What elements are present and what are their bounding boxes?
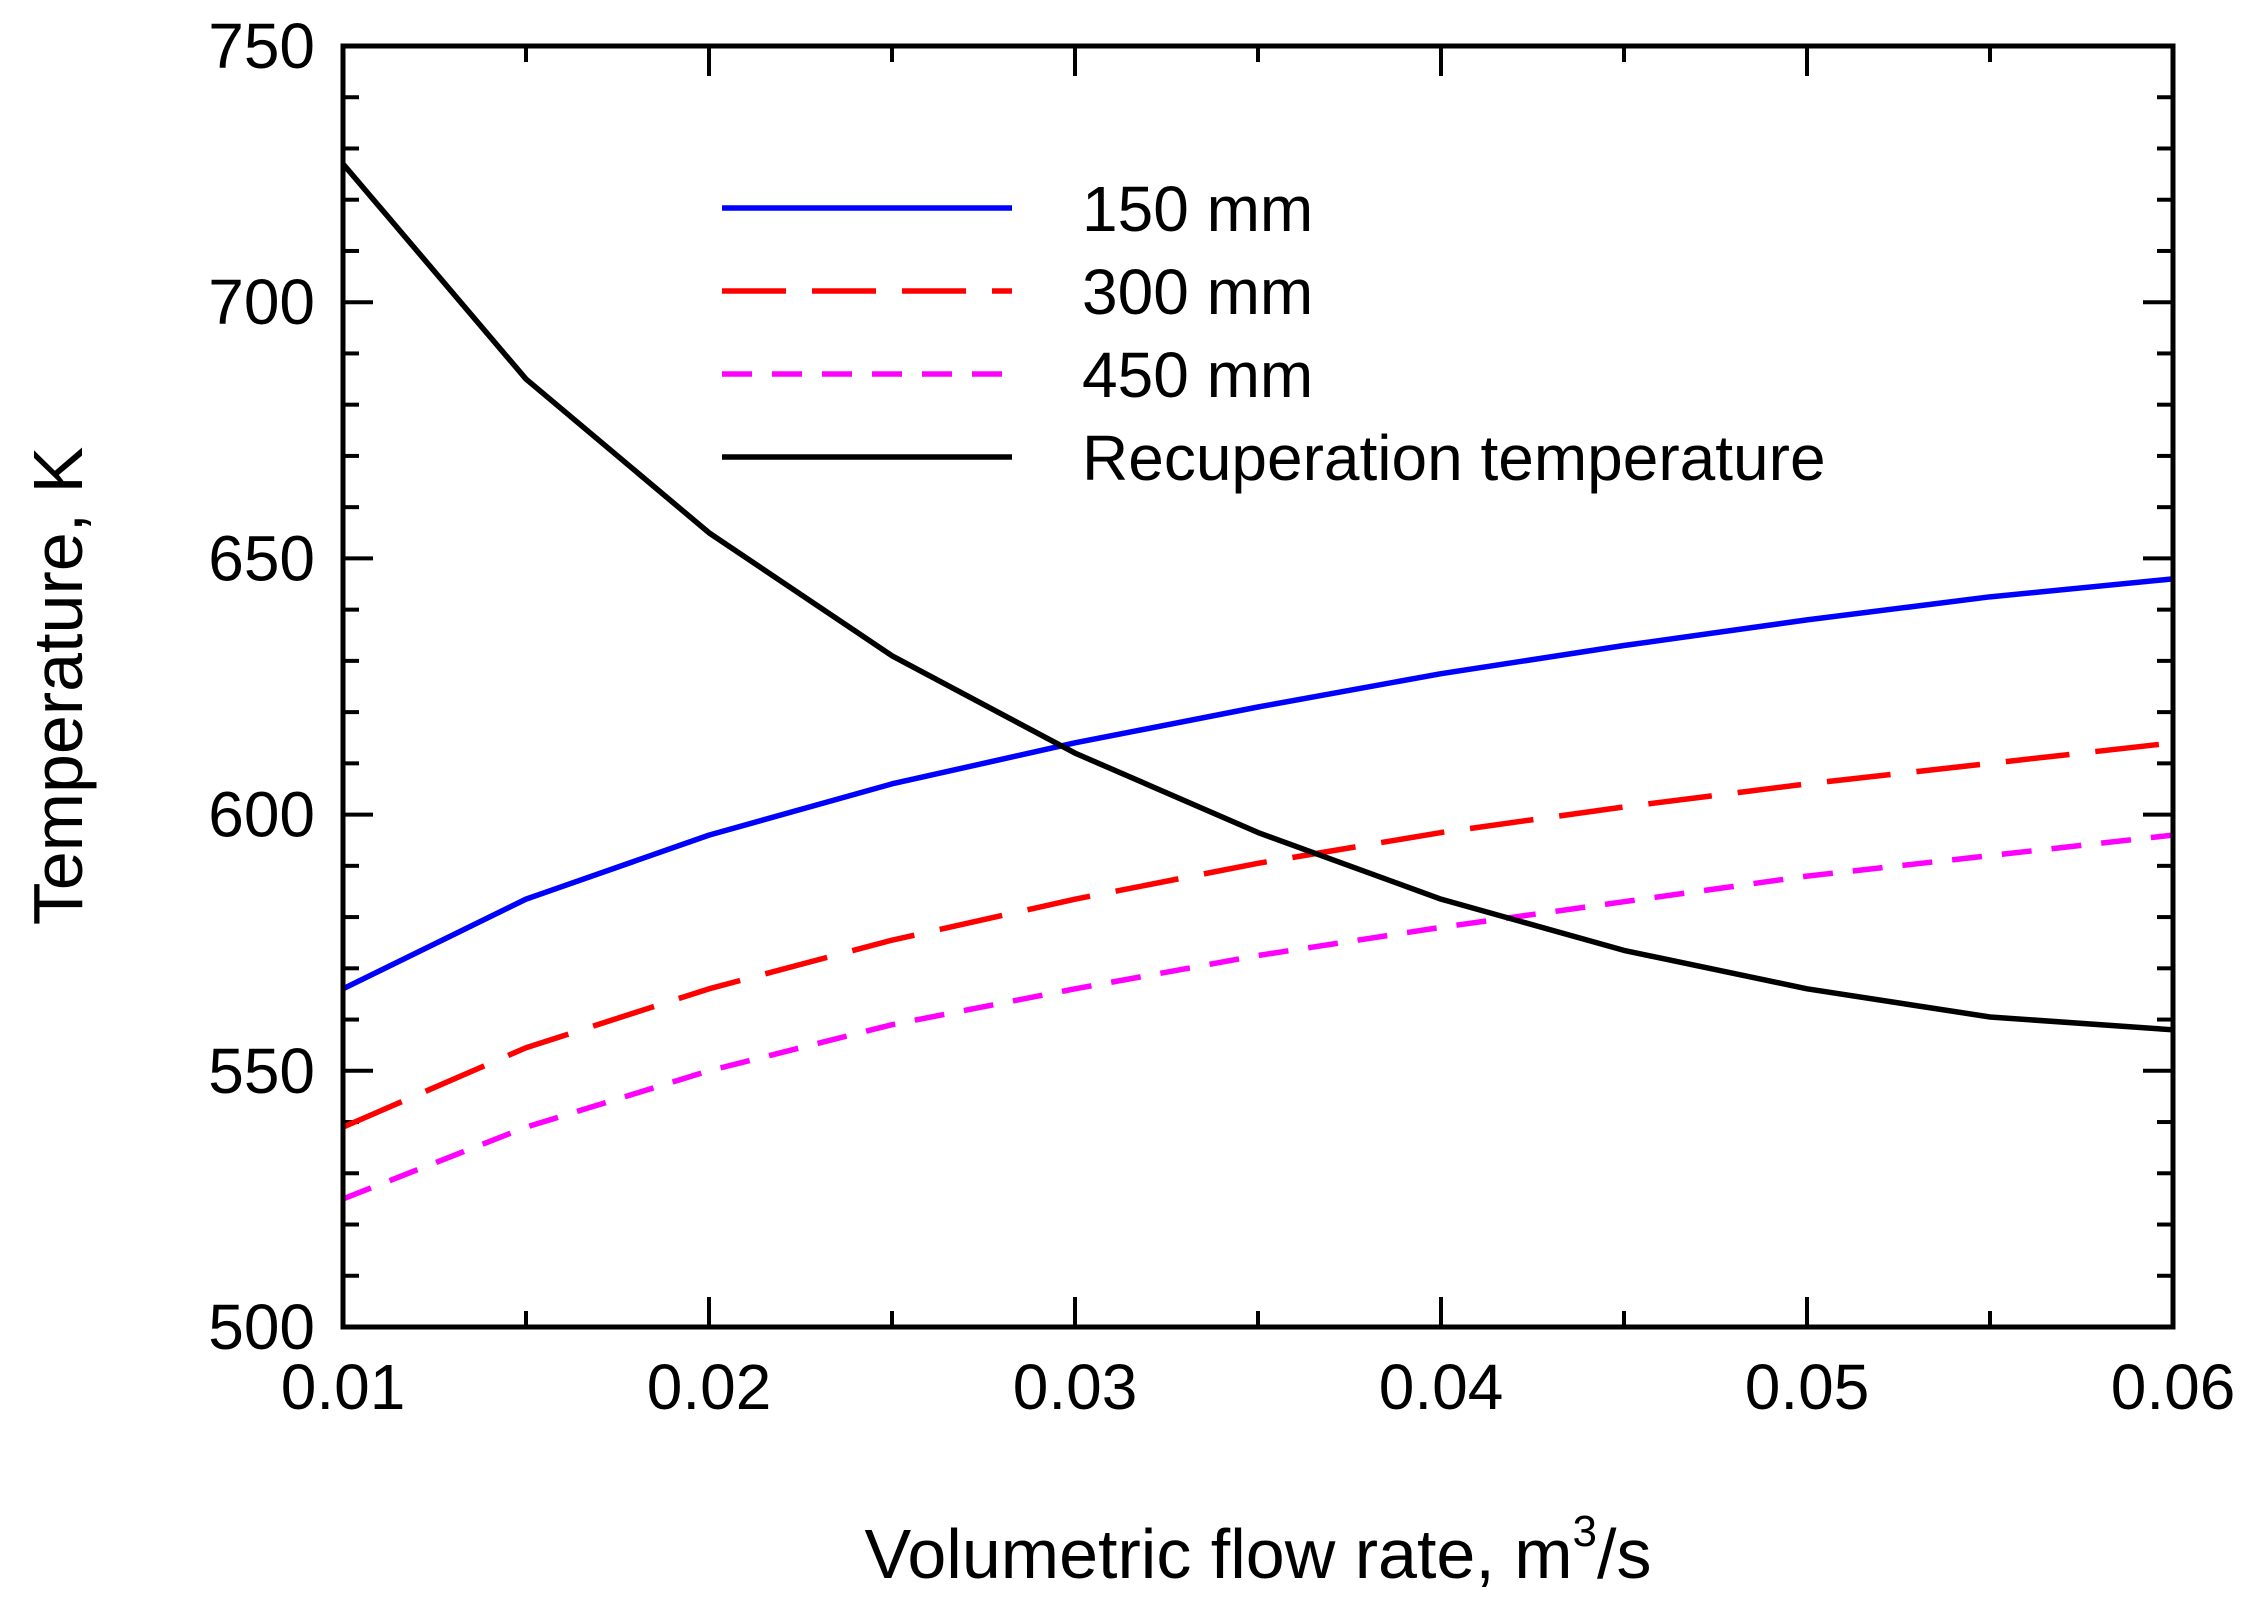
y-tick-label: 500 <box>208 1291 315 1363</box>
axis-ticks <box>341 44 2175 1329</box>
x-tick-label: 0.04 <box>1379 1351 1504 1423</box>
y-tick-label: 750 <box>208 10 315 82</box>
x-axis-title-main: Volumetric flow rate, m <box>865 1515 1573 1593</box>
legend-label-2: 300 mm <box>1082 256 1313 328</box>
legend-label-1: 150 mm <box>1082 173 1313 245</box>
legend: 150 mm 300 mm 450 mm Recuperation temperatu… <box>722 173 1826 494</box>
x-tick-label: 0.06 <box>2111 1351 2236 1423</box>
series-line-1 <box>341 576 2174 992</box>
x-axis-title-suffix: /s <box>1597 1515 1651 1593</box>
y-tick-label: 650 <box>208 522 315 594</box>
y-tick-label: 600 <box>208 779 315 851</box>
plot-frame <box>340 43 2176 1330</box>
x-axis-title: Volumetric flow rate, m3/s <box>865 1507 1652 1593</box>
x-tick-label: 0.01 <box>281 1351 406 1423</box>
y-tick-label: 700 <box>208 266 315 338</box>
x-axis-title-superscript: 3 <box>1573 1507 1597 1556</box>
axis-tick-labels: 0.01 0.02 0.03 0.04 0.05 0.06 500 550 600 650 700 7… <box>208 10 2235 1423</box>
series-line-3 <box>341 832 2174 1202</box>
series-line-4 <box>340 162 2174 1033</box>
series-line-2 <box>341 740 2174 1130</box>
legend-label-3: 450 mm <box>1082 339 1313 411</box>
legend-label-4: Recuperation temperature <box>1082 422 1826 494</box>
y-axis-title: Temperature, K <box>19 447 97 926</box>
y-tick-label: 550 <box>208 1035 315 1107</box>
x-tick-label: 0.03 <box>1013 1351 1138 1423</box>
x-tick-label: 0.05 <box>1745 1351 1870 1423</box>
x-tick-label: 0.02 <box>647 1351 772 1423</box>
data-series <box>340 162 2174 1202</box>
